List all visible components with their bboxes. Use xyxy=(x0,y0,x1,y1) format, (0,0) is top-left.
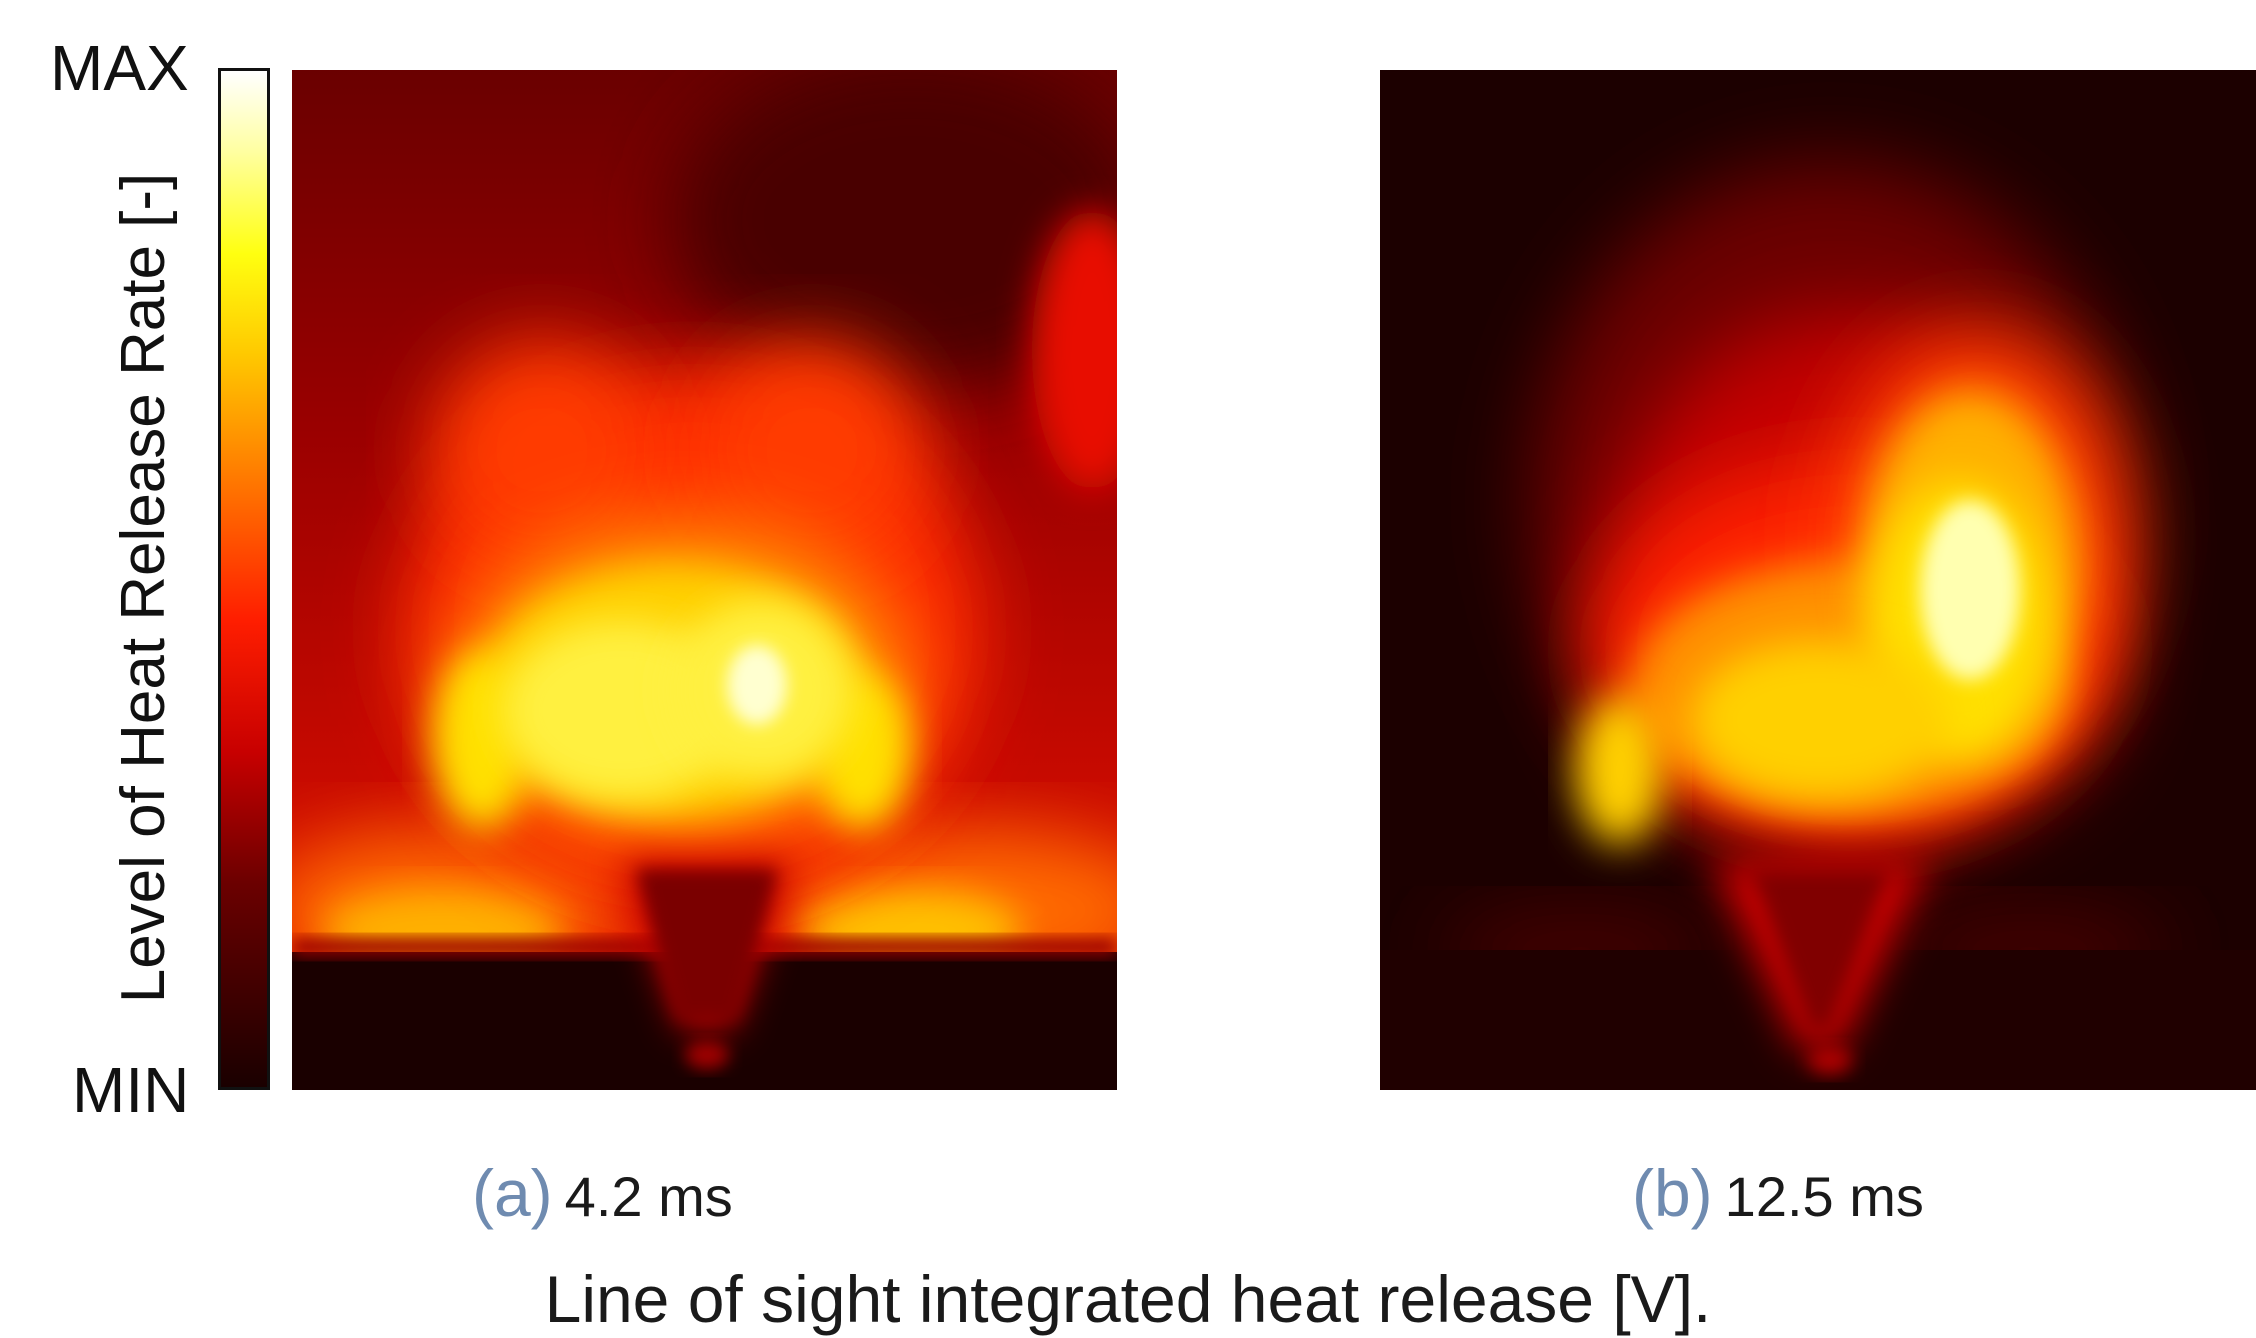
heat-release-image-b xyxy=(1380,70,2256,1090)
heat-release-image-a xyxy=(292,70,1117,1090)
colorbar-min-label: MIN xyxy=(72,1054,190,1126)
figure-caption: Line of sight integrated heat release [V… xyxy=(544,1262,1712,1336)
panel-a-time: 4.2 ms xyxy=(564,1165,733,1228)
colorbar-max-label: MAX xyxy=(50,32,189,104)
panel-b-caption: (b) 12.5 ms xyxy=(1632,1160,1924,1226)
colorbar-axis-label: Level of Heat Release Rate [-] xyxy=(109,172,178,1004)
panel-b-time: 12.5 ms xyxy=(1724,1165,1924,1228)
panel-a-tag: (a) xyxy=(472,1156,553,1230)
panel-a-caption: (a) 4.2 ms xyxy=(472,1160,733,1226)
panel-b-tag: (b) xyxy=(1632,1156,1713,1230)
colorbar xyxy=(218,68,270,1090)
